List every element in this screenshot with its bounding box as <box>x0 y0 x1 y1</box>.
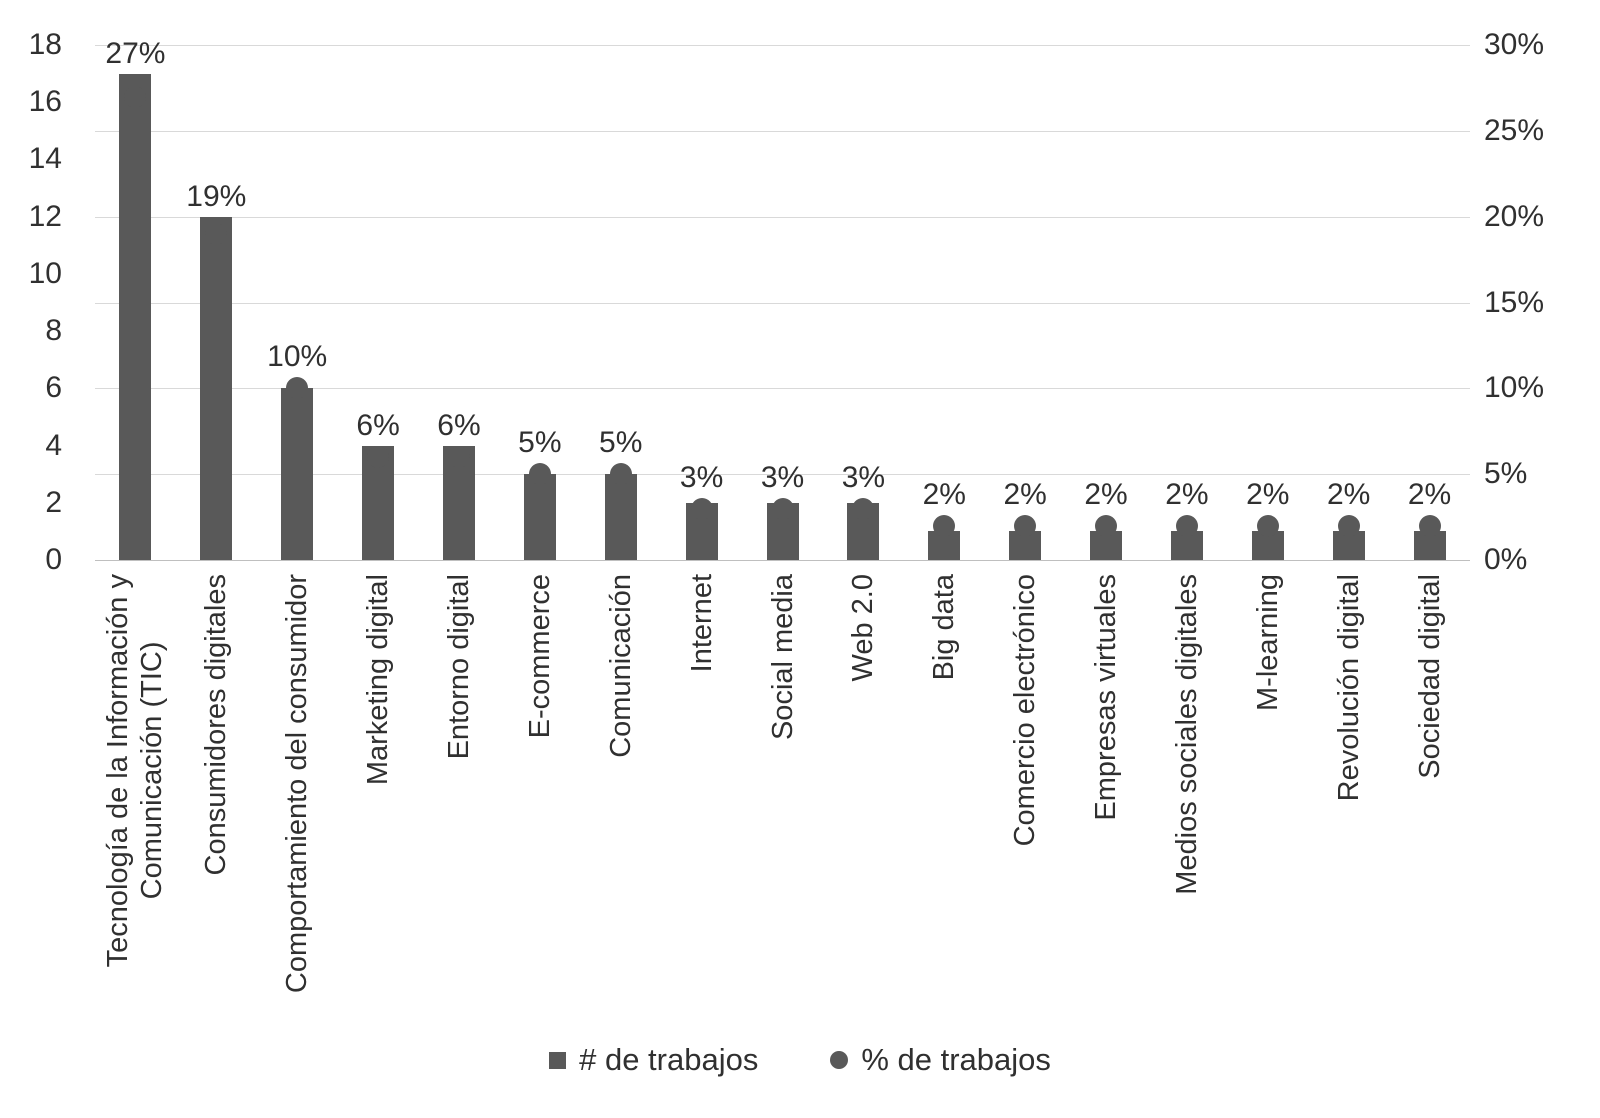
y-axis-tick-label: 30% <box>1484 28 1545 61</box>
gridline <box>95 302 1470 304</box>
category-label: M-learning <box>1251 574 1284 711</box>
y-axis-tick-label: 8 <box>45 314 62 348</box>
dot-marker <box>1337 514 1360 537</box>
dot-marker <box>771 497 794 520</box>
data-label: 27% <box>105 36 166 70</box>
legend-label: % de trabajos <box>861 1042 1051 1077</box>
dot-marker <box>528 463 551 486</box>
legend-item: % de trabajos <box>830 1042 1051 1078</box>
data-label: 2% <box>1084 477 1128 511</box>
dot-marker <box>286 377 309 400</box>
category-label: Social media <box>766 574 799 741</box>
y-axis-tick-label: 25% <box>1484 113 1545 147</box>
dot-marker <box>1256 514 1279 537</box>
dot-marker <box>1418 514 1441 537</box>
dot-marker <box>852 497 875 520</box>
y-axis-tick-label: 4 <box>45 428 62 462</box>
bar <box>604 474 637 560</box>
bar <box>523 474 556 560</box>
category-label: Internet <box>685 574 718 673</box>
data-label: 5% <box>599 426 643 460</box>
bar <box>281 388 314 560</box>
bar <box>200 216 233 560</box>
data-label: 10% <box>267 340 328 374</box>
y-axis-tick-label: 10 <box>28 256 62 290</box>
dot-marker <box>447 446 470 468</box>
y-axis-tick-label: 5% <box>1484 457 1528 491</box>
y-axis-tick-label: 15% <box>1484 285 1545 319</box>
gridline <box>95 560 1470 561</box>
data-label: 5% <box>518 426 562 460</box>
category-label: Sociedad digital <box>1413 574 1446 779</box>
plot-area: 27% 19% 10% 6% 6% 5% 5% 3% 3% 3% 2% 2% 2% 2% 2% 2% 2% <box>95 37 1470 561</box>
legend-label: # de trabajos <box>579 1042 759 1077</box>
data-label: 6% <box>437 408 481 442</box>
bar <box>119 73 152 560</box>
dot-marker <box>1095 514 1118 537</box>
data-label: 2% <box>1246 477 1290 511</box>
dot-marker <box>124 85 147 108</box>
gridline <box>95 216 1470 218</box>
gridline <box>95 388 1470 390</box>
category-label: Web 2.0 <box>847 574 880 682</box>
dot-marker <box>205 222 228 245</box>
dot-marker <box>609 463 632 486</box>
y-axis-tick-label: 0 <box>45 543 62 576</box>
legend: # de trabajos % de trabajos <box>0 1042 1600 1078</box>
y-axis-tick-label: 12 <box>28 199 62 233</box>
dot-marker <box>367 446 390 468</box>
y-axis-tick-label: 10% <box>1484 371 1545 405</box>
dot-marker <box>1175 514 1198 537</box>
y-axis-tick-label: 16 <box>28 85 62 119</box>
data-label: 3% <box>841 460 886 494</box>
data-label: 6% <box>356 408 400 442</box>
y-axis-tick-label: 2 <box>45 485 62 519</box>
dot-marker <box>1014 514 1037 537</box>
data-label: 2% <box>1407 477 1452 511</box>
data-label: 3% <box>679 460 724 494</box>
x-axis-labels: Tecnología de la Información y Comunicac… <box>95 574 1470 1049</box>
dot-marker <box>933 514 956 537</box>
category-label: Empresas virtuales <box>1090 574 1123 821</box>
data-label: 2% <box>1165 477 1209 511</box>
y-axis-tick-label: 0% <box>1484 543 1528 576</box>
category-label: E-commerce <box>523 574 556 739</box>
category-label: Revolución digital <box>1332 574 1365 802</box>
category-label: Entorno digital <box>442 574 475 760</box>
data-label: 3% <box>760 460 805 494</box>
category-label: Comportamiento del consumidor <box>281 574 314 994</box>
category-label: Consumidores digitales <box>200 574 233 876</box>
category-label: Marketing digital <box>362 574 395 786</box>
data-label: 2% <box>1003 477 1047 511</box>
y-axis-tick-label: 6 <box>45 371 62 405</box>
gridline <box>95 130 1470 132</box>
category-label: Big data <box>928 574 961 681</box>
category-label: Comunicación <box>604 574 637 758</box>
dot-marker <box>690 497 713 520</box>
category-label: Tecnología de la Información y Comunicac… <box>102 574 169 968</box>
category-label: Comercio electrónico <box>1009 574 1042 847</box>
legend-square-marker <box>549 1051 567 1069</box>
data-label: 2% <box>1326 477 1371 511</box>
data-label: 2% <box>922 477 966 511</box>
y-axis-tick-label: 14 <box>28 142 62 176</box>
category-label-wrap: Sociedad digital <box>1374 574 1486 779</box>
y-axis-tick-label: 20% <box>1484 199 1545 233</box>
data-label: 19% <box>186 179 247 213</box>
gridline <box>95 45 1470 46</box>
legend-circle-marker <box>830 1051 849 1069</box>
category-label: Medios sociales digitales <box>1170 574 1203 895</box>
legend-item: # de trabajos <box>549 1042 758 1078</box>
y-axis-tick-label: 18 <box>28 28 62 61</box>
gridline <box>95 474 1470 476</box>
